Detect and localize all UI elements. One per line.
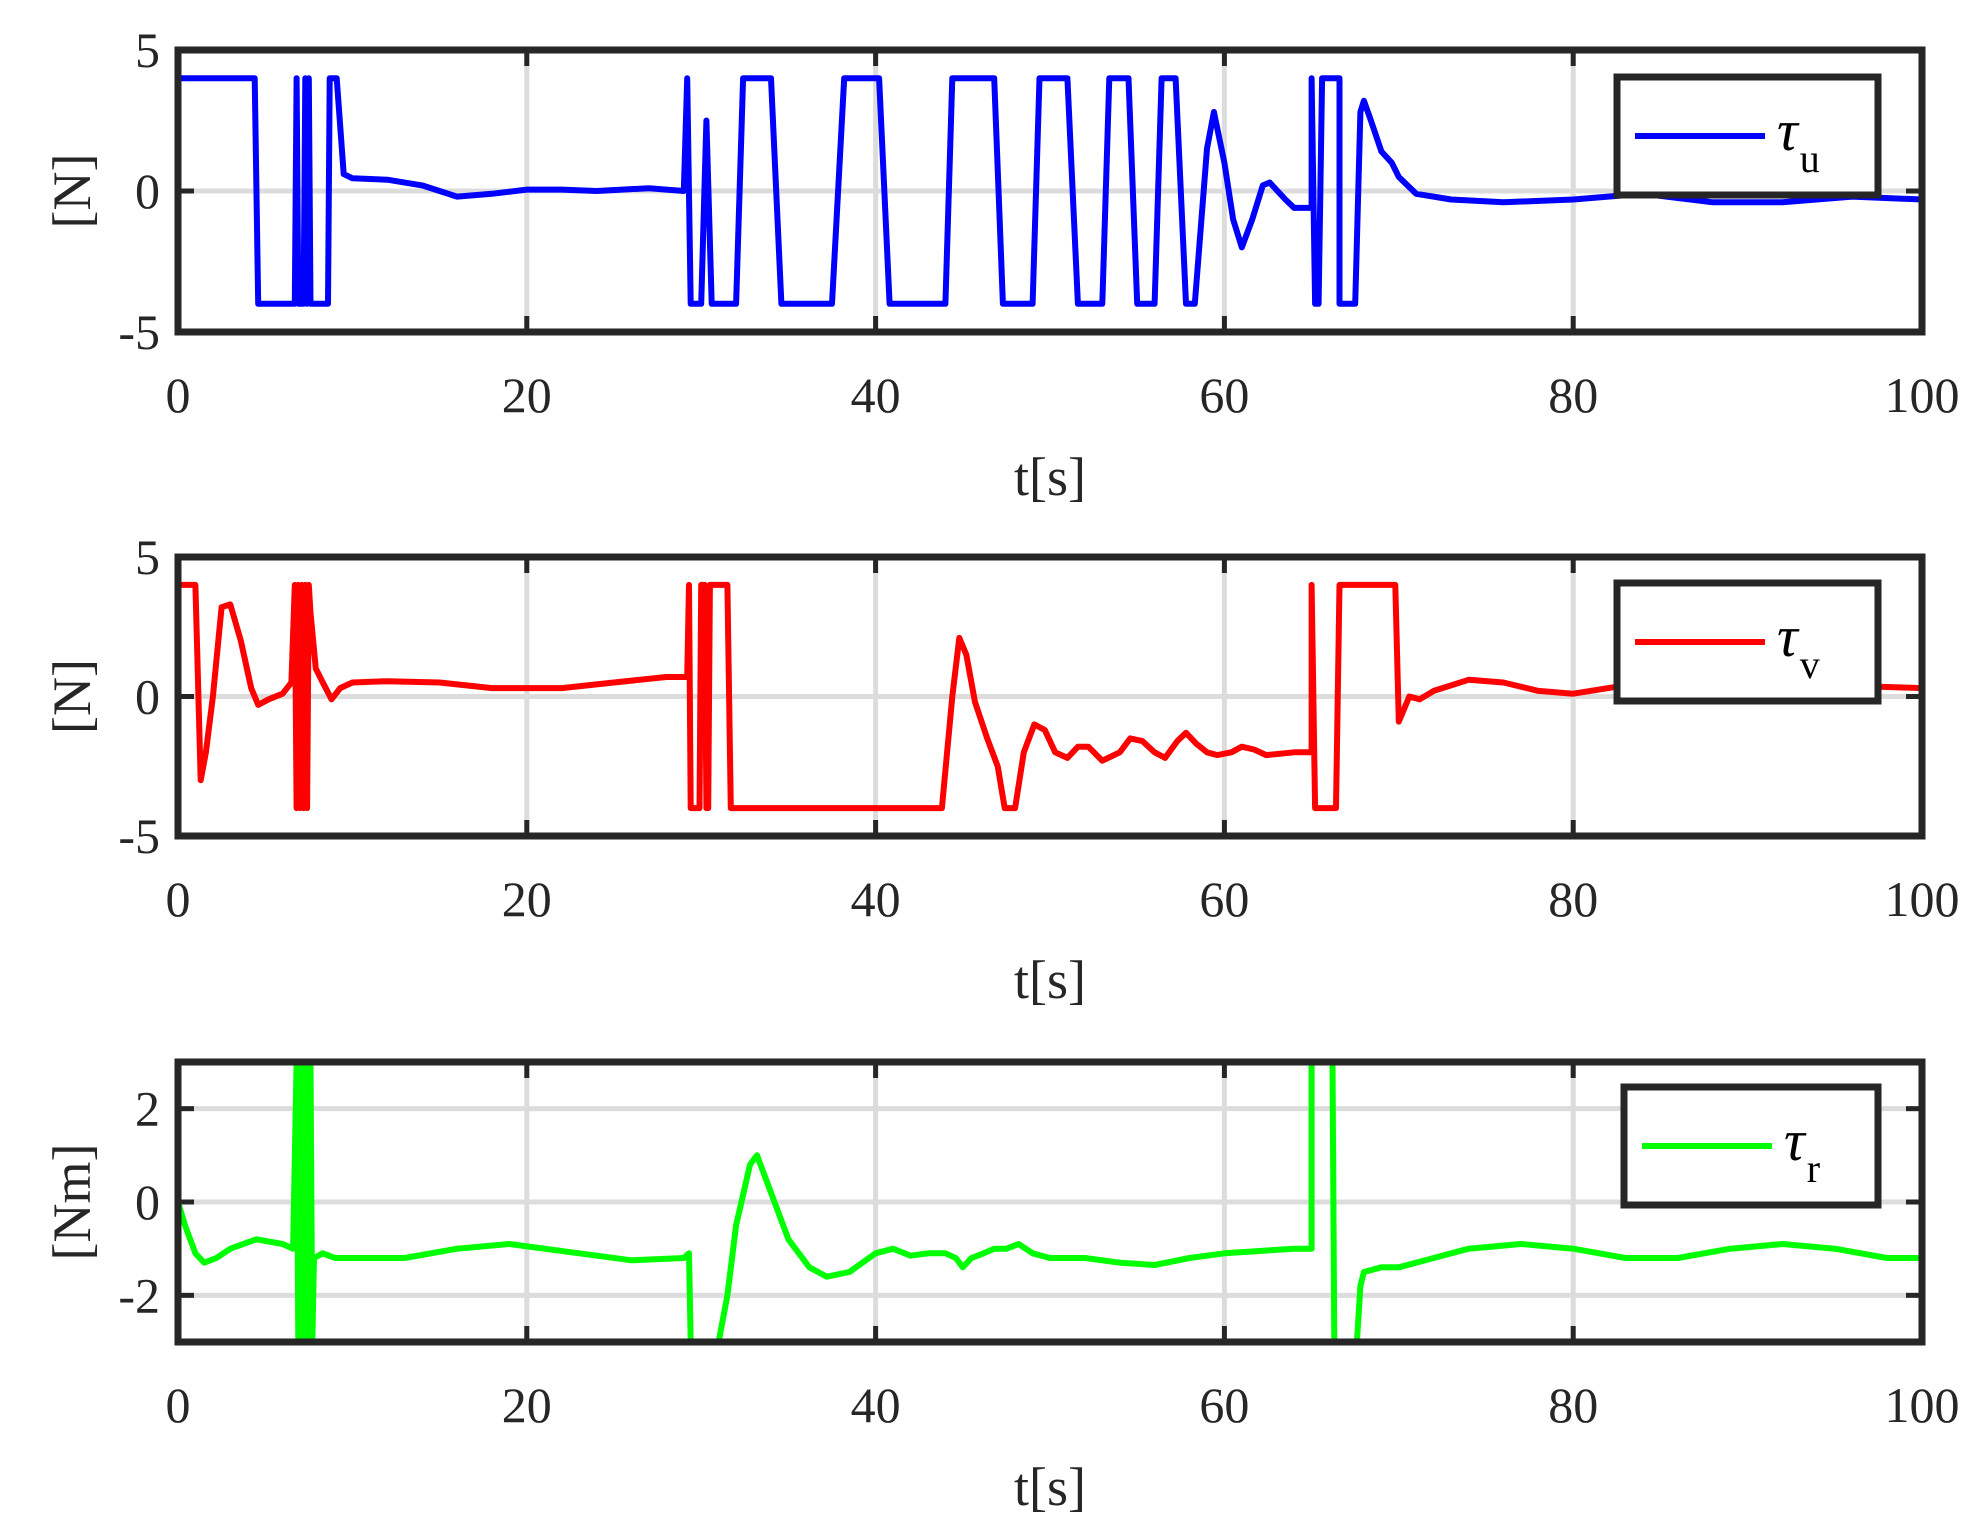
y-axis-label: [N] <box>42 659 102 734</box>
y-tick-label: 0 <box>135 1174 160 1230</box>
x-tick-label: 100 <box>1885 1377 1960 1433</box>
x-tick-label: 40 <box>851 1377 901 1433</box>
x-axis-label: t[s] <box>1014 447 1086 507</box>
y-tick-label: 5 <box>135 529 160 585</box>
x-tick-label: 60 <box>1199 1377 1249 1433</box>
y-tick-label: 5 <box>135 22 160 78</box>
x-tick-label: 20 <box>502 367 552 423</box>
y-tick-label: 0 <box>135 669 160 725</box>
y-tick-label: -5 <box>118 304 160 360</box>
series-line-tau-v <box>178 581 1922 812</box>
x-tick-label: 100 <box>1885 367 1960 423</box>
x-tick-label: 40 <box>851 871 901 927</box>
legend: τv <box>1613 579 1882 705</box>
x-tick-label: 0 <box>166 367 191 423</box>
x-tick-label: 80 <box>1548 871 1598 927</box>
y-tick-label: 2 <box>135 1081 160 1137</box>
x-axis-label: t[s] <box>1014 1457 1086 1517</box>
legend-entry-tau-r: τr <box>1784 1108 1820 1191</box>
series-line-tau-u <box>178 75 1922 307</box>
y-tick-label: -2 <box>118 1267 160 1323</box>
x-tick-label: 60 <box>1199 367 1249 423</box>
axes-box <box>174 46 1926 336</box>
y-axis-label: [N] <box>42 154 102 229</box>
legend: τu <box>1613 73 1882 199</box>
x-tick-label: 40 <box>851 367 901 423</box>
x-tick-label: 20 <box>502 1377 552 1433</box>
y-tick-label: -5 <box>118 808 160 864</box>
x-tick-label: 100 <box>1885 871 1960 927</box>
legend-entry-tau-v: τv <box>1777 604 1820 687</box>
axes-box <box>174 553 1926 840</box>
x-tick-label: 20 <box>502 871 552 927</box>
y-axis-label: [Nm] <box>42 1144 102 1261</box>
x-tick-label: 0 <box>166 871 191 927</box>
y-tick-label: 0 <box>135 163 160 219</box>
axes-box <box>174 1058 1926 1346</box>
x-tick-label: 60 <box>1199 871 1249 927</box>
x-tick-label: 80 <box>1548 1377 1598 1433</box>
x-tick-label: 0 <box>166 1377 191 1433</box>
legend-entry-tau-u: τu <box>1777 98 1820 181</box>
x-axis-label: t[s] <box>1014 950 1086 1010</box>
x-tick-label: 80 <box>1548 367 1598 423</box>
legend: τr <box>1620 1083 1882 1209</box>
series-line-tau-r <box>178 1062 1922 1342</box>
